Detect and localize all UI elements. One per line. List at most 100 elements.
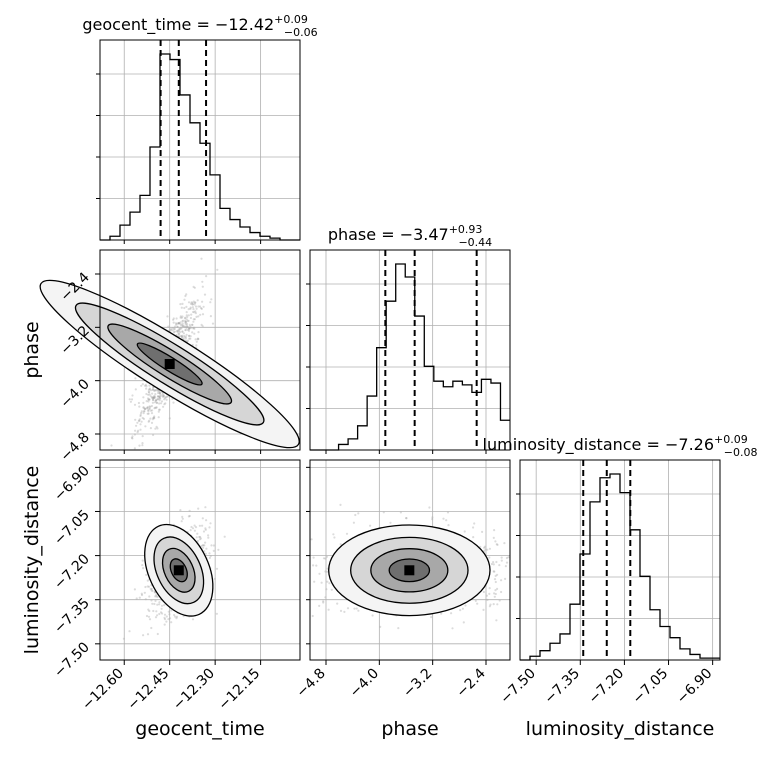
scatter-point [498,564,501,567]
scatter-point [160,400,164,403]
scatter-point [152,388,155,391]
scatter-point [192,285,195,288]
scatter-point [195,344,198,347]
scatter-point [134,418,137,421]
scatter-point [201,517,204,520]
scatter-point [496,603,499,606]
scatter-point [405,517,408,520]
scatter-point [185,333,188,336]
scatter-point [178,328,181,331]
scatter-point [482,590,485,594]
scatter-point [156,395,160,398]
scatter-point [151,409,154,412]
scatter-point [187,319,190,322]
scatter-point [148,384,151,387]
scatter-point [142,406,145,409]
scatter-point [189,335,192,338]
scatter-point [148,408,151,411]
scatter-point [204,528,207,531]
scatter-point [169,328,173,331]
scatter-point [322,557,326,560]
y-tick-label: −7.20 [51,551,93,593]
scatter-point [171,327,174,330]
x-tick-label: −7.50 [497,666,539,708]
scatter-point [146,406,149,409]
scatter-point [153,602,156,606]
scatter-point [141,435,144,438]
x-tick-label: −4.0 [347,666,382,701]
scatter-point [163,616,166,619]
scatter-point [142,410,146,413]
scatter-point [197,315,200,318]
scatter-point [141,416,144,420]
scatter-point [189,337,192,340]
scatter-point [311,614,314,618]
scatter-point [181,517,184,520]
scatter-point [440,612,443,615]
x-tick-label: −6.90 [674,666,716,708]
scatter-point [158,391,161,395]
scatter-point [140,420,143,423]
scatter-point [193,327,196,330]
scatter-point [158,603,161,606]
scatter-point [489,603,492,606]
scatter-point [152,416,156,419]
scatter-point [157,398,160,401]
scatter-point [481,530,484,534]
scatter-point [190,525,193,529]
scatter-point [158,397,161,400]
scatter-point [496,543,499,547]
scatter-point [156,632,159,636]
scatter-point [194,305,198,308]
scatter-point [147,388,150,391]
scatter-point [200,257,203,260]
scatter-point [201,524,204,527]
panel-frame [99,249,301,451]
scatter-point [138,418,141,421]
scatter-point [208,556,211,560]
scatter-point [195,307,198,310]
scatter-point [163,403,166,406]
scatter-point [170,621,173,624]
scatter-point [130,436,133,439]
scatter-point [162,395,165,398]
y-axis-label: phase [21,321,43,378]
scatter-point [179,315,182,318]
scatter-point [332,533,335,536]
scatter-point [318,572,321,575]
scatter-point [207,536,210,539]
scatter-point [493,570,496,573]
scatter-point [147,393,150,396]
scatter-point [207,534,210,537]
scatter-point [141,559,144,562]
scatter-point [389,521,392,524]
scatter-point [494,589,497,592]
scatter-point [156,603,159,606]
scatter-point [175,330,178,333]
scatter-point [152,397,155,400]
scatter-point [496,587,499,591]
scatter-point [128,398,131,401]
scatter-point [180,520,183,523]
scatter-point [189,302,193,305]
scatter-point [201,313,205,316]
scatter-point [155,610,158,613]
scatter-point [184,319,187,322]
hist-panel-luminosity_distance: luminosity_distance = −7.26+0.09 −0.08 [483,433,757,661]
scatter-point [179,327,182,330]
x-tick-label: −2.4 [453,665,488,700]
scatter-point [333,536,336,539]
scatter-point [175,317,178,320]
scatter-point [130,398,134,401]
scatter-point [187,328,191,331]
scatter-point [191,527,195,530]
scatter-point [459,609,462,612]
scatter-point [162,394,165,397]
y-tick-label: −7.50 [51,639,93,681]
scatter-point [181,320,184,323]
y-tick-label: −4.0 [57,376,92,411]
scatter-point [184,320,187,323]
scatter-point [152,399,155,402]
scatter-point [149,587,152,591]
scatter-point [355,607,358,610]
